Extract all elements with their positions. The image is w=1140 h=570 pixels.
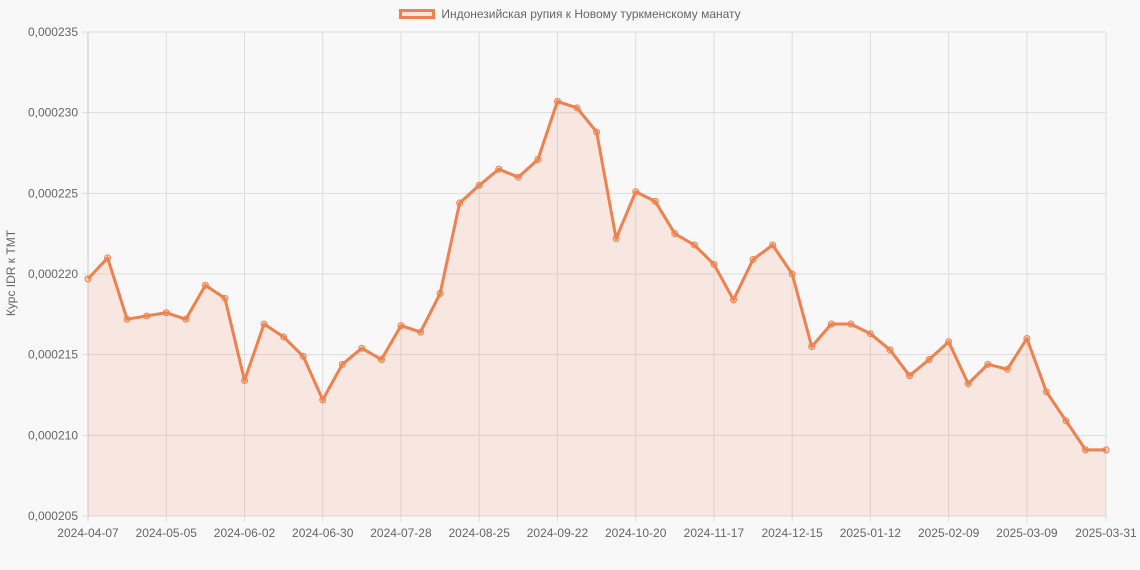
data-point[interactable] — [495, 165, 503, 173]
data-point[interactable] — [397, 322, 405, 330]
data-point[interactable] — [1082, 446, 1090, 454]
data-point[interactable] — [299, 352, 307, 360]
legend-label: Индонезийская рупия к Новому туркменском… — [441, 6, 741, 21]
data-points — [84, 97, 1110, 454]
x-tick-label: 2025-03-31 — [1075, 526, 1137, 540]
x-tick-label: 2024-09-22 — [527, 526, 589, 540]
data-point[interactable] — [514, 173, 522, 181]
data-point[interactable] — [827, 320, 835, 328]
data-point[interactable] — [729, 296, 737, 304]
grid-lines — [82, 31, 1107, 522]
data-line — [86, 99, 1106, 452]
data-point[interactable] — [788, 270, 796, 278]
data-point[interactable] — [534, 155, 542, 163]
data-point[interactable] — [984, 360, 992, 368]
data-point[interactable] — [221, 294, 229, 302]
x-tick-label: 2024-08-25 — [449, 526, 511, 540]
data-point[interactable] — [182, 315, 190, 323]
data-point[interactable] — [964, 380, 972, 388]
data-point[interactable] — [886, 346, 894, 354]
data-point[interactable] — [475, 181, 483, 189]
y-tick-label: 0,000225 — [28, 186, 78, 200]
data-point[interactable] — [1102, 446, 1110, 454]
x-tick-label: 2024-10-20 — [605, 526, 667, 540]
chart-legend[interactable]: Индонезийская рупия к Новому туркменском… — [0, 6, 1140, 21]
data-point[interactable] — [612, 235, 620, 243]
y-tick-label: 0,000235 — [28, 25, 78, 39]
data-point[interactable] — [104, 254, 112, 262]
y-axis-ticks: 0,000235 0,000230 0,000225 0,000220 0,000215… — [28, 25, 78, 523]
data-point[interactable] — [690, 241, 698, 249]
data-point[interactable] — [319, 396, 327, 404]
data-point[interactable] — [769, 241, 777, 249]
x-tick-label: 2024-06-02 — [214, 526, 276, 540]
data-point[interactable] — [593, 128, 601, 136]
data-point[interactable] — [808, 343, 816, 351]
x-tick-label: 2025-01-12 — [840, 526, 902, 540]
y-tick-label: 0,000215 — [28, 348, 78, 362]
y-tick-label: 0,000220 — [28, 267, 78, 281]
y-tick-label: 0,000230 — [28, 106, 78, 120]
data-point[interactable] — [925, 356, 933, 364]
area-fill — [88, 101, 1106, 517]
data-point[interactable] — [84, 275, 92, 283]
y-tick-label: 0,000210 — [28, 428, 78, 442]
data-point[interactable] — [358, 344, 366, 352]
x-tick-label: 2025-03-09 — [996, 526, 1058, 540]
data-point[interactable] — [1003, 365, 1011, 373]
x-tick-label: 2024-06-30 — [292, 526, 354, 540]
data-point[interactable] — [456, 199, 464, 207]
data-point[interactable] — [651, 197, 659, 205]
data-point[interactable] — [143, 312, 151, 320]
data-point[interactable] — [1023, 335, 1031, 343]
x-tick-label: 2024-04-07 — [57, 526, 119, 540]
data-point[interactable] — [417, 328, 425, 336]
y-tick-label: 0,000205 — [28, 509, 78, 523]
data-point[interactable] — [338, 360, 346, 368]
data-point[interactable] — [906, 372, 914, 380]
x-tick-label: 2024-11-17 — [684, 526, 745, 540]
x-tick-label: 2025-02-09 — [918, 526, 980, 540]
data-point[interactable] — [377, 356, 385, 364]
data-point[interactable] — [866, 330, 874, 338]
legend-swatch — [399, 8, 436, 19]
data-point[interactable] — [280, 333, 288, 341]
x-tick-label: 2024-12-15 — [761, 526, 823, 540]
x-tick-label: 2024-05-05 — [136, 526, 198, 540]
data-point[interactable] — [553, 97, 561, 105]
data-point[interactable] — [847, 320, 855, 328]
data-point[interactable] — [260, 320, 268, 328]
data-point[interactable] — [710, 260, 718, 268]
data-point[interactable] — [240, 376, 248, 384]
data-point[interactable] — [632, 188, 640, 196]
data-point[interactable] — [671, 230, 679, 238]
data-point[interactable] — [573, 104, 581, 112]
data-point[interactable] — [123, 315, 131, 323]
data-point[interactable] — [749, 255, 757, 263]
data-point[interactable] — [945, 338, 953, 346]
data-point[interactable] — [201, 281, 209, 289]
data-point[interactable] — [162, 309, 170, 317]
data-point[interactable] — [1062, 417, 1070, 425]
x-tick-label: 2024-07-28 — [370, 526, 432, 540]
data-point[interactable] — [1042, 388, 1050, 396]
data-point[interactable] — [436, 289, 444, 297]
x-axis-ticks: 2024-04-07 2024-05-05 2024-06-02 2024-06-30… — [57, 526, 1137, 540]
